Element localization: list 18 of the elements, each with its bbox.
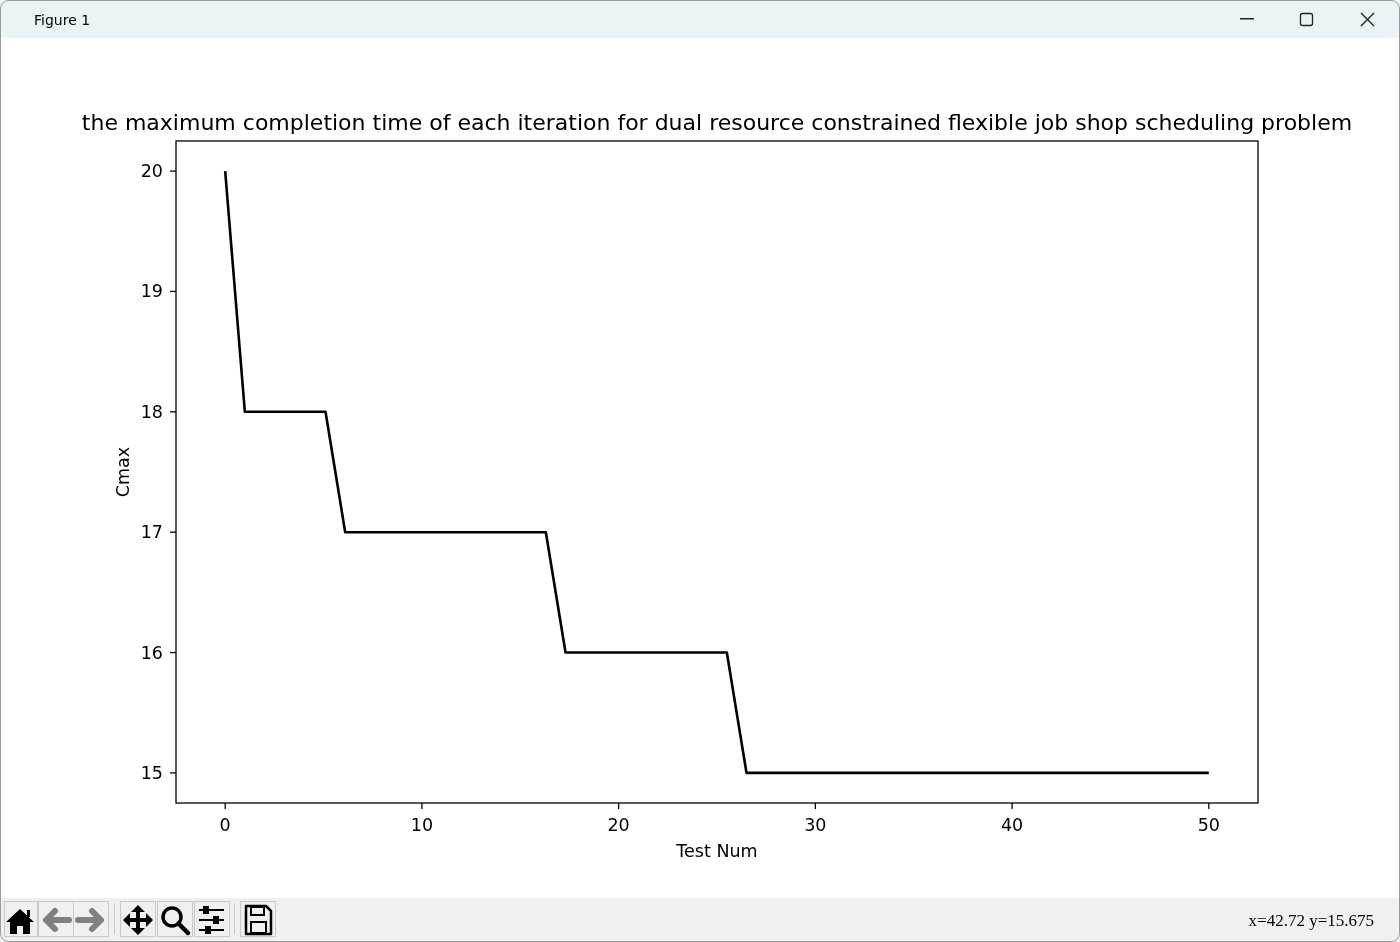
text: x=42.72 y=15.675 xyxy=(1248,911,1374,930)
y-axis-title: Cmax xyxy=(113,446,133,498)
x-tick-label: 40 xyxy=(1000,815,1024,835)
x-tick-label: 0 xyxy=(219,815,231,835)
x-tick-label: 30 xyxy=(804,815,827,835)
y-tick-label: 16 xyxy=(140,642,163,663)
caption: Figure 1 xyxy=(34,12,91,28)
y-tick-label: 15 xyxy=(140,762,163,783)
line-series xyxy=(223,169,1211,775)
y-tick-label: 20 xyxy=(140,161,163,182)
x-tick-label: 20 xyxy=(607,815,630,835)
y-tick-label: 17 xyxy=(140,522,163,543)
x-tick-label: 10 xyxy=(410,815,434,835)
chart-title: the maximum completion time of each iteration for dual resource constrained flexible job shop scheduling problem xyxy=(81,110,1353,135)
y-tick-label: 18 xyxy=(140,401,163,422)
y-tick-label: 19 xyxy=(140,281,163,302)
x-axis-title: Test Num xyxy=(675,841,758,861)
x-tick-label: 50 xyxy=(1197,815,1220,835)
